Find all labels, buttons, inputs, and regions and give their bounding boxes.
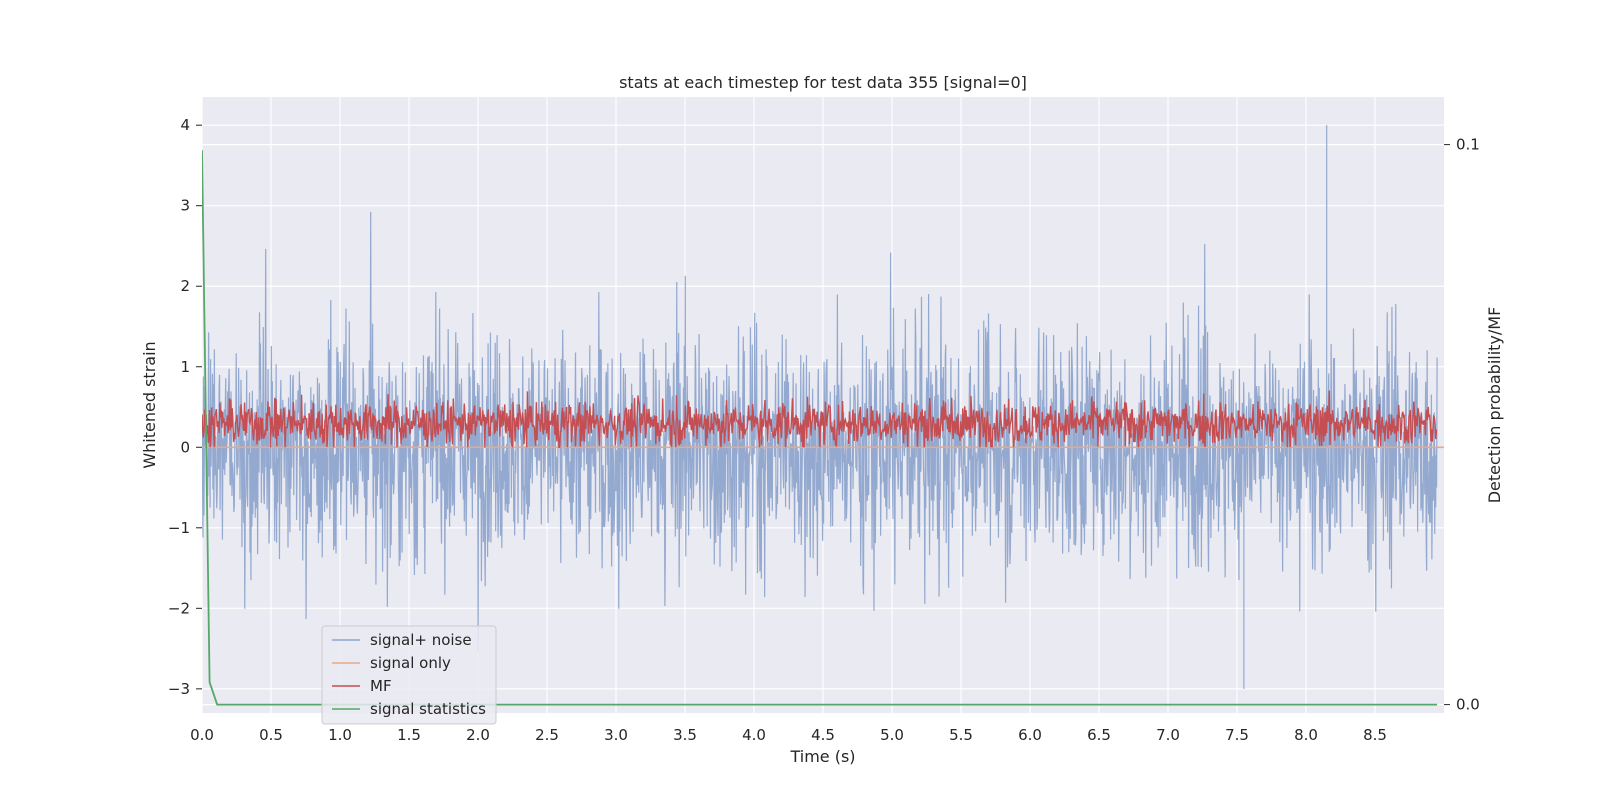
y-tick-label: 4: [180, 116, 190, 134]
y-tick-label: 3: [180, 197, 190, 215]
x-tick-label: 7.0: [1156, 726, 1180, 744]
y-tick-label: −2: [168, 599, 190, 617]
x-tick-label: 0.5: [259, 726, 283, 744]
x-tick-label: 6.0: [1018, 726, 1042, 744]
series-signal-noise-line: [202, 125, 1438, 689]
x-tick-label: 7.5: [1225, 726, 1249, 744]
x-tick-label: 8.0: [1294, 726, 1318, 744]
legend-label-mf: MF: [370, 677, 392, 695]
x-tick-label: 2.0: [466, 726, 490, 744]
y-tick-label: 1: [180, 358, 190, 376]
legend-label-signal-statistics: signal statistics: [370, 700, 486, 718]
y2-tick-label: 0.0: [1456, 696, 1480, 714]
y2-axis-label: Detection probability/MF: [1485, 307, 1504, 504]
legend: signal+ noise signal only MF signal stat…: [321, 625, 497, 725]
x-tick-label: 6.5: [1087, 726, 1111, 744]
legend-label-signal-only: signal only: [370, 654, 451, 672]
y-axis-label: Whitened strain: [140, 341, 159, 468]
y-tick-label: 0: [180, 438, 190, 456]
x-tick-label: 4.0: [742, 726, 766, 744]
x-tick-label: 2.5: [535, 726, 559, 744]
y-tick-label: −1: [168, 519, 190, 537]
plot-series: [202, 125, 1444, 706]
x-tick-label: 0.0: [190, 726, 214, 744]
x-tick-label: 1.5: [397, 726, 421, 744]
x-tick-label: 4.5: [811, 726, 835, 744]
series-mf-line: [202, 390, 1438, 449]
y-tick-label: 2: [180, 277, 190, 295]
x-tick-label: 3.5: [673, 726, 697, 744]
chart-title: stats at each timestep for test data 355…: [619, 73, 1027, 92]
x-tick-label: 3.0: [604, 726, 628, 744]
y-tick-label: −3: [168, 680, 190, 698]
x-tick-label: 5.0: [880, 726, 904, 744]
ticks: 0.0 0.5 1.0 1.5 2.0 2.5 3.0 3.5 4.0 4.5 5.0 5.5 6.0 6…: [168, 116, 1480, 744]
x-tick-label: 5.5: [949, 726, 973, 744]
x-tick-label: 1.0: [328, 726, 352, 744]
series-signal-statistics-line: [202, 150, 1438, 706]
legend-label-signal-noise: signal+ noise: [370, 631, 472, 649]
legend-box: [321, 625, 497, 725]
x-axis-label: Time (s): [789, 747, 855, 766]
x-tick-label: 8.5: [1363, 726, 1387, 744]
y2-tick-label: 0.1: [1456, 136, 1480, 154]
